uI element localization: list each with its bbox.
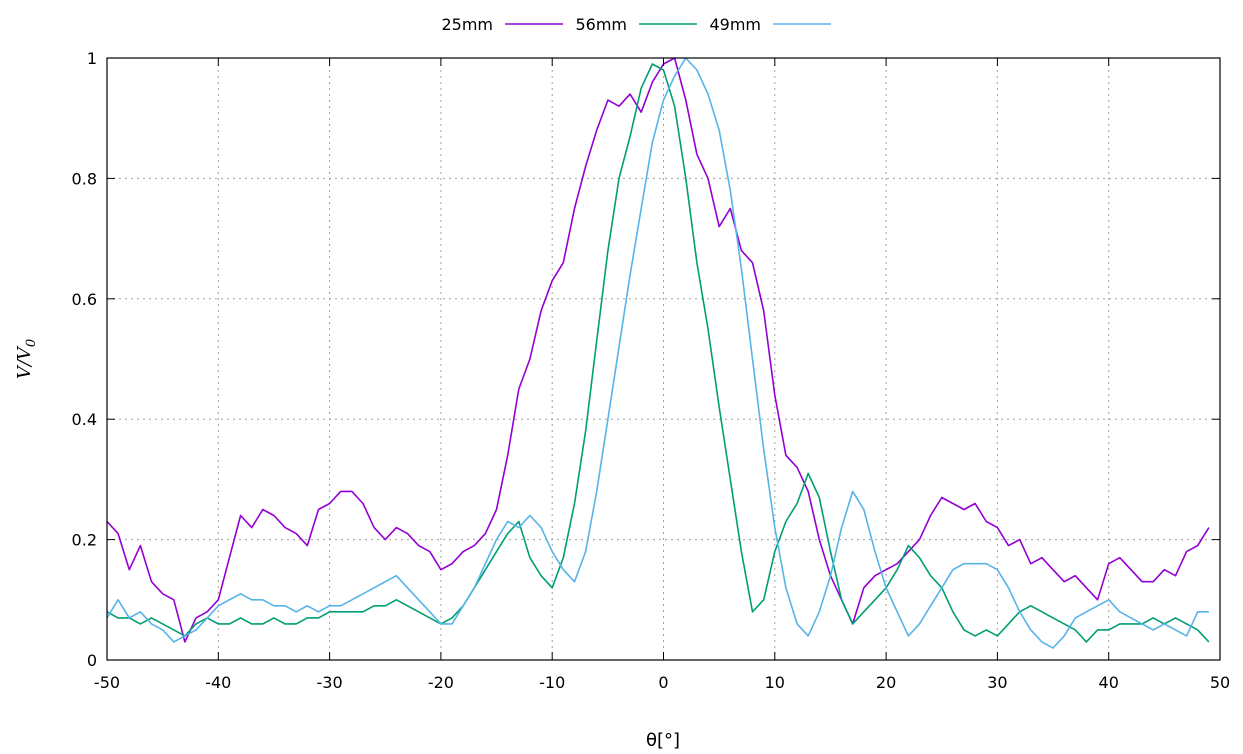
y-tick-label: 1 — [87, 49, 97, 68]
grid — [107, 58, 1220, 660]
x-tick-label: -10 — [539, 673, 565, 692]
svg-text:V/V0: V/V0 — [14, 339, 39, 379]
y-tick-label: 0.4 — [72, 410, 97, 429]
series-line-56mm — [106, 63, 1210, 643]
plot-area — [106, 57, 1210, 649]
legend: 25mm 56mm 49mm — [441, 15, 831, 34]
y-axis-title-sub: 0 — [24, 339, 39, 347]
y-axis: 0 0.2 0.4 0.6 0.8 1 — [72, 49, 1220, 670]
x-tick-label: 50 — [1210, 673, 1230, 692]
y-tick-label: 0.6 — [72, 290, 97, 309]
x-axis: -50 -40 -30 -20 -10 0 10 20 30 40 50 — [94, 58, 1230, 692]
x-tick-label: 40 — [1099, 673, 1119, 692]
x-tick-label: 20 — [876, 673, 896, 692]
legend-item-56mm: 56mm — [575, 15, 697, 34]
x-tick-label: -50 — [94, 673, 120, 692]
legend-item-25mm: 25mm — [441, 15, 563, 34]
series-line-49mm — [106, 57, 1209, 649]
legend-label: 49mm — [709, 15, 761, 34]
x-tick-label: 0 — [658, 673, 668, 692]
y-tick-label: 0 — [87, 651, 97, 670]
x-tick-label: 10 — [765, 673, 785, 692]
legend-label: 25mm — [441, 15, 493, 34]
x-tick-label: -30 — [317, 673, 343, 692]
x-axis-title: θ[°] — [646, 730, 680, 751]
y-tick-label: 0.2 — [72, 531, 97, 550]
y-axis-title-main: V/V — [14, 345, 35, 379]
x-tick-label: -40 — [205, 673, 231, 692]
series-line-25mm — [106, 57, 1210, 643]
y-tick-label: 0.8 — [72, 169, 97, 188]
x-tick-label: -20 — [428, 673, 454, 692]
legend-item-49mm: 49mm — [709, 15, 831, 34]
legend-label: 56mm — [575, 15, 627, 34]
y-axis-title: V/V0 — [14, 339, 39, 379]
x-tick-label: 30 — [987, 673, 1007, 692]
